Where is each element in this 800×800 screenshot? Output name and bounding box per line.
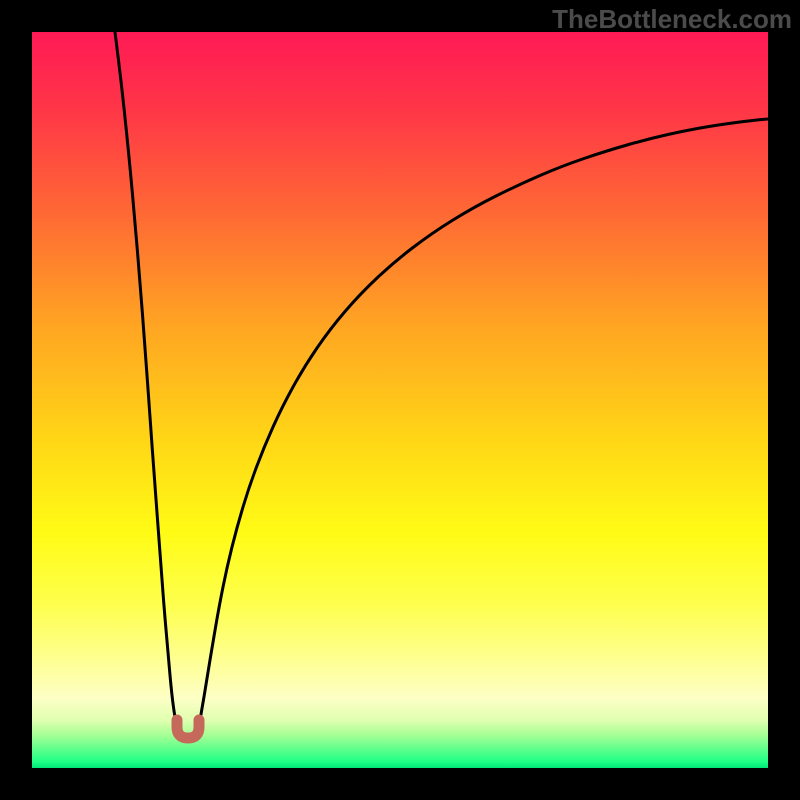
right-curve (199, 119, 768, 727)
curves-layer (32, 32, 768, 768)
chart-root: TheBottleneck.com (0, 0, 800, 800)
left-curve (115, 32, 177, 727)
plot-area (32, 32, 768, 768)
attribution-text: TheBottleneck.com (552, 4, 792, 35)
trough-marker (177, 720, 199, 738)
